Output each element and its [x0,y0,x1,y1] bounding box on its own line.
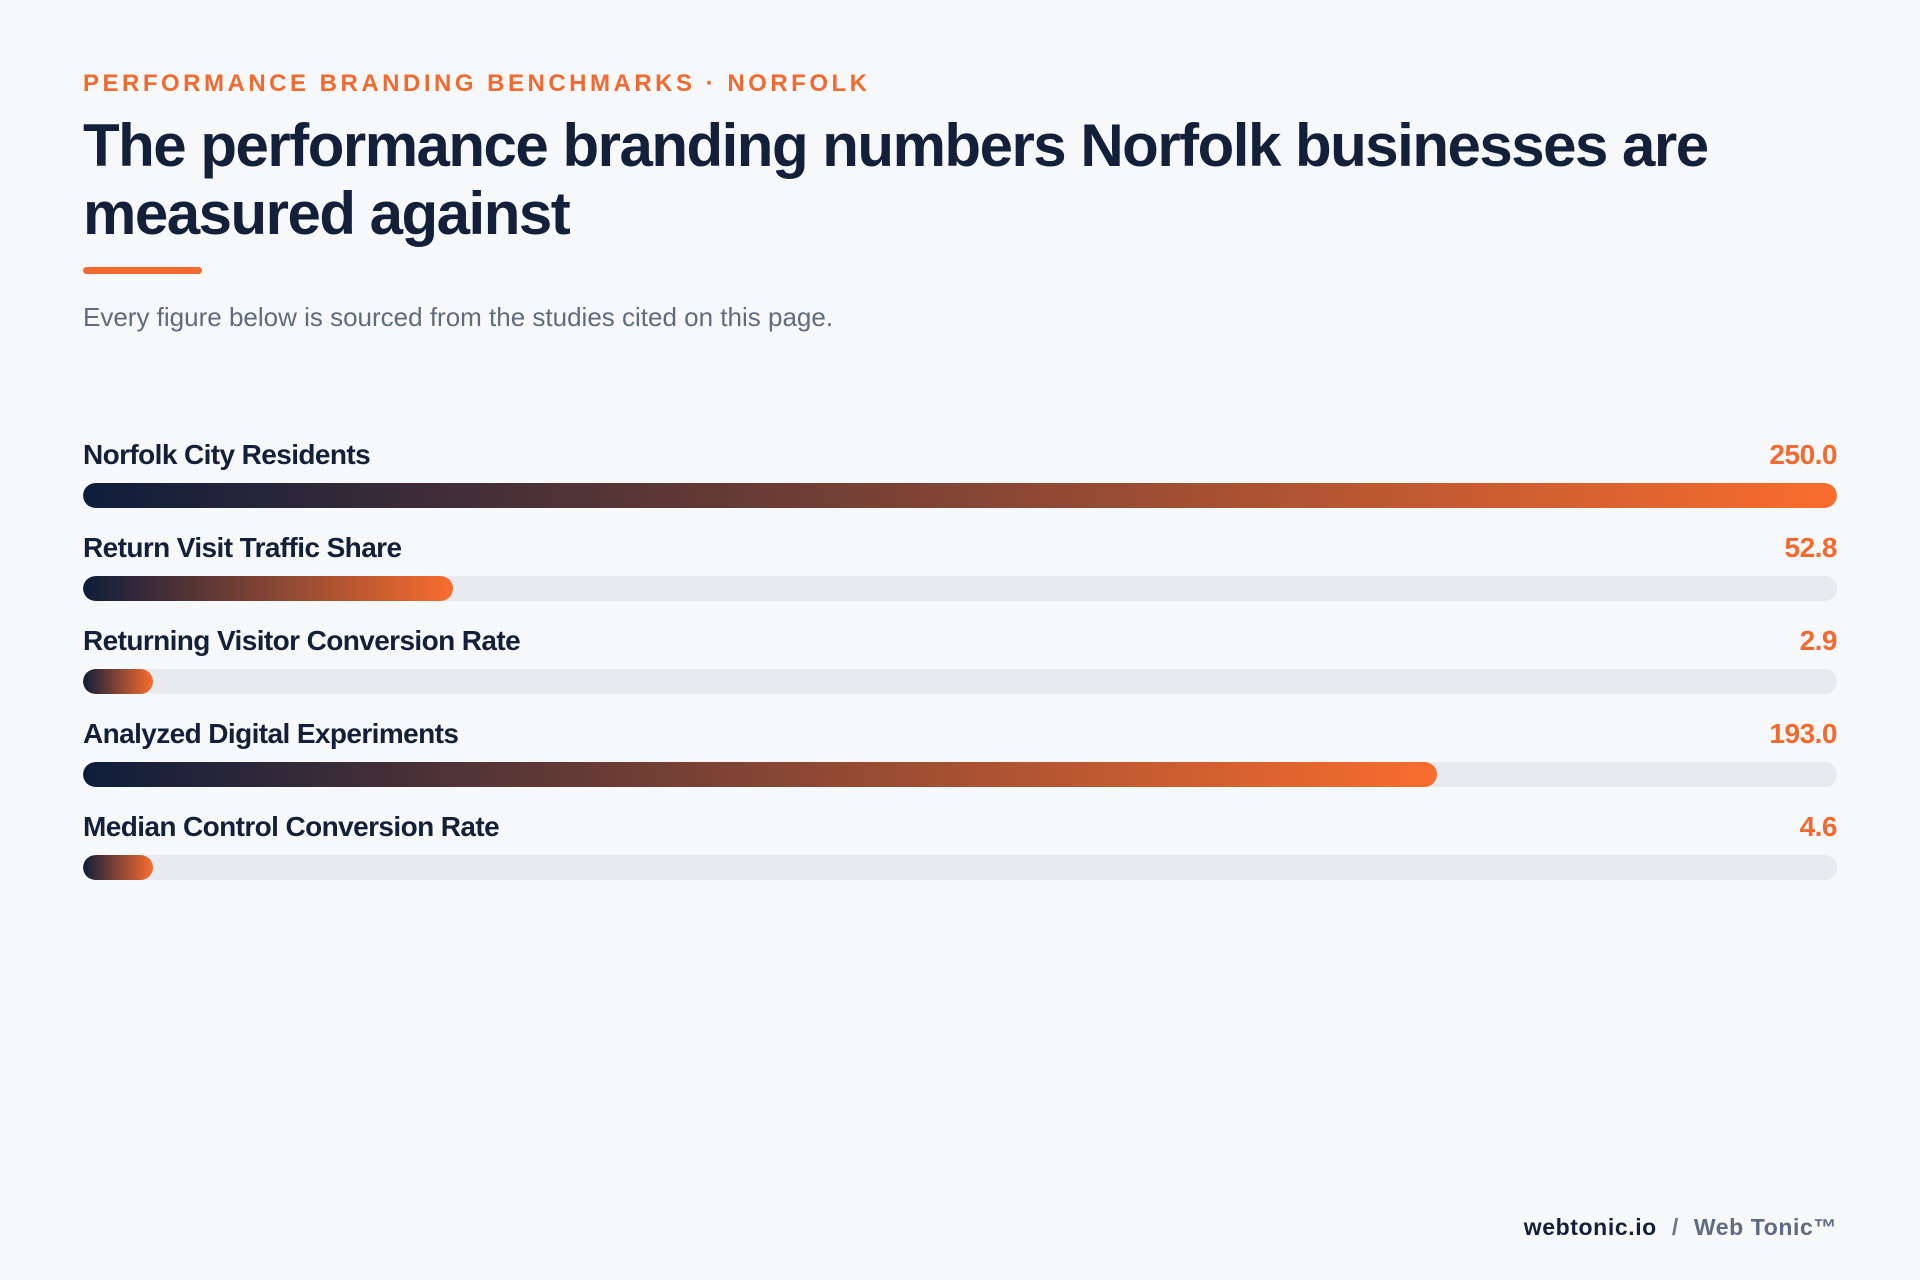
bar-row: Median Control Conversion Rate 4.6 [83,809,1838,902]
bar-value-label: 52.8 [1784,532,1838,563]
bar-value-label: 193.0 [1769,718,1837,749]
bar-fill [83,762,1438,787]
bar-track [83,483,1837,508]
bar-fill [83,576,454,601]
footer-brand: Web Tonic™ [1693,1214,1837,1240]
bar-row: Returning Visitor Conversion Rate 2.9 [83,623,1838,716]
bar-category-label: Analyzed Digital Experiments [83,718,459,749]
bar-category-label: Return Visit Traffic Share [83,532,402,563]
eyebrow-label: PERFORMANCE BRANDING BENCHMARKS · NORFOL… [83,70,871,97]
bar-value-label: 2.9 [1799,625,1838,656]
bar-track [83,576,1837,601]
bar-category-label: Norfolk City Residents [83,439,371,470]
bar-track [83,669,1837,694]
bar-category-label: Returning Visitor Conversion Rate [83,625,521,656]
bar-row: Analyzed Digital Experiments 193.0 [83,716,1837,809]
bar-fill [83,483,1837,508]
benchmark-bar-chart: Norfolk City Residents 250.0 Return Visit … [83,437,1838,902]
bar-category-label: Median Control Conversion Rate [83,811,500,842]
title-accent-rule [83,267,202,274]
bar-row: Norfolk City Residents 250.0 [83,437,1837,530]
bar-fill [83,669,153,694]
bar-value-label: 4.6 [1799,811,1838,842]
bar-track [83,855,1837,880]
footer-domain[interactable]: webtonic.io [1523,1214,1657,1240]
bar-track [83,762,1837,787]
footer-credit: webtonic.io / Web Tonic™ [1524,1214,1837,1241]
bar-value-label: 250.0 [1769,439,1837,470]
page-title: The performance branding numbers Norfolk… [83,112,1709,247]
bar-fill [83,855,153,880]
page-subtitle: Every figure below is sourced from the s… [83,302,834,332]
bar-row: Return Visit Traffic Share 52.8 [83,530,1837,623]
footer-separator: / [1671,1214,1679,1240]
